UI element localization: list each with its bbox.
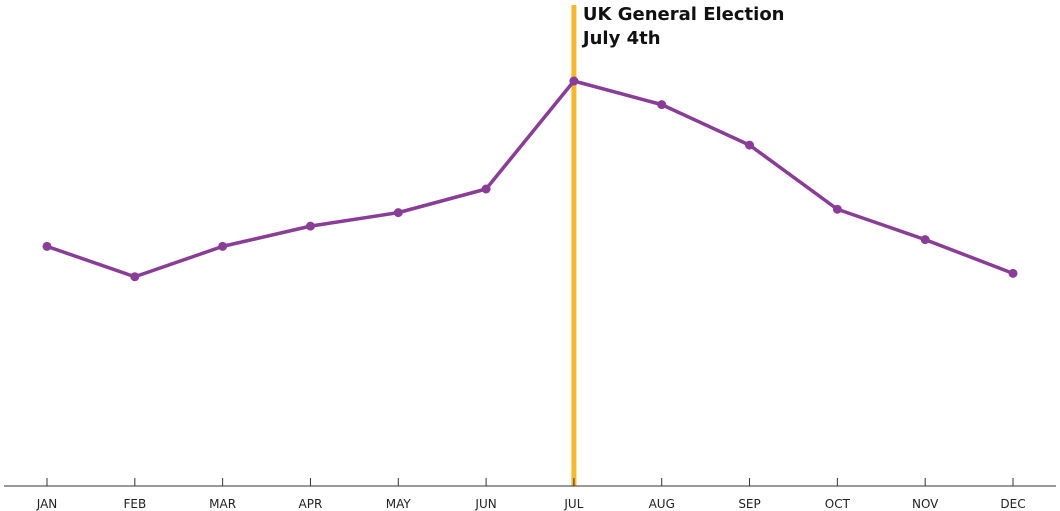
data-point-oct[interactable] bbox=[832, 204, 842, 214]
x-tick-label-mar: MAR bbox=[209, 497, 236, 511]
x-tick-label-may: MAY bbox=[386, 497, 412, 511]
x-tick-label-oct: OCT bbox=[825, 497, 851, 511]
x-tick-label-feb: FEB bbox=[123, 497, 146, 511]
data-point-jun[interactable] bbox=[481, 184, 491, 194]
data-point-mar[interactable] bbox=[218, 241, 228, 251]
x-tick-label-apr: APR bbox=[299, 497, 323, 511]
x-tick-label-dec: DEC bbox=[1000, 497, 1025, 511]
election-annotation-date: July 4th bbox=[581, 28, 661, 49]
data-point-nov[interactable] bbox=[920, 235, 930, 245]
series-line bbox=[45, 79, 1015, 279]
x-tick-label-sep: SEP bbox=[738, 497, 760, 511]
x-tick-label-jun: JUN bbox=[474, 497, 496, 511]
data-point-dec[interactable] bbox=[1008, 268, 1018, 278]
x-tick-label-aug: AUG bbox=[649, 497, 675, 511]
data-point-feb[interactable] bbox=[130, 272, 140, 282]
data-point-sep[interactable] bbox=[745, 140, 755, 150]
data-point-aug[interactable] bbox=[657, 100, 667, 110]
data-point-jul[interactable] bbox=[569, 76, 579, 86]
data-point-apr[interactable] bbox=[305, 221, 315, 231]
x-tick-label-jul: JUL bbox=[563, 497, 583, 511]
election-annotation-title: UK General Election bbox=[583, 4, 785, 25]
data-point-may[interactable] bbox=[393, 208, 403, 218]
x-axis: JAN FEB MAR APR MAY JUN JUL AUG SEP OCT NOV DEC bbox=[4, 478, 1056, 511]
data-point-jan[interactable] bbox=[42, 241, 52, 251]
x-tick-label-jan: JAN bbox=[36, 497, 58, 511]
series-layer bbox=[42, 76, 1018, 282]
annotation-layer: UK General Election July 4th bbox=[571, 4, 785, 486]
x-tick-label-nov: NOV bbox=[912, 497, 939, 511]
